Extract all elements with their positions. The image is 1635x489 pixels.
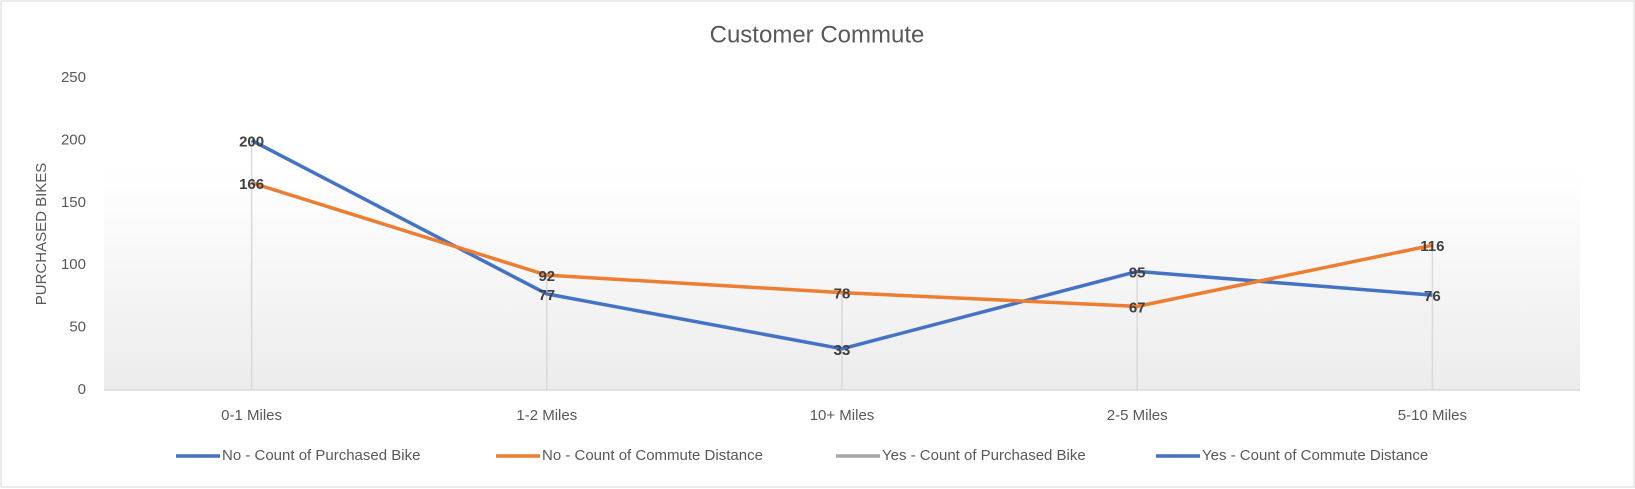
- legend-label: No - Count of Commute Distance: [542, 447, 763, 464]
- data-label: 76: [1424, 288, 1441, 305]
- y-tick-label: 200: [61, 131, 86, 148]
- y-tick-label: 100: [61, 256, 86, 273]
- y-tick-label: 50: [69, 319, 86, 336]
- data-label: 77: [538, 287, 555, 304]
- data-label: 67: [1129, 299, 1146, 316]
- data-label: 166: [239, 176, 264, 193]
- data-label: 92: [538, 268, 555, 285]
- legend-label: Yes - Count of Commute Distance: [1202, 447, 1428, 464]
- y-tick-label: 150: [61, 194, 86, 211]
- data-label: 95: [1129, 264, 1146, 281]
- x-tick-label: 5-10 Miles: [1398, 407, 1467, 424]
- data-label: 33: [834, 342, 851, 359]
- x-tick-label: 2-5 Miles: [1107, 407, 1168, 424]
- data-label: 200: [239, 133, 264, 150]
- y-tick-label: 250: [61, 69, 86, 86]
- data-label: 78: [834, 286, 851, 303]
- x-tick-label: 0-1 Miles: [221, 407, 282, 424]
- data-label: 116: [1420, 238, 1444, 255]
- legend-label: Yes - Count of Purchased Bike: [882, 447, 1086, 464]
- y-tick-label: 0: [78, 381, 86, 398]
- chart-title: Customer Commute: [710, 21, 925, 48]
- legend-label: No - Count of Purchased Bike: [222, 447, 420, 464]
- x-tick-label: 1-2 Miles: [516, 407, 577, 424]
- x-tick-label: 10+ Miles: [810, 407, 875, 424]
- y-axis-label: PURCHASED BIKES: [33, 163, 50, 306]
- series-line: [251, 181, 1433, 309]
